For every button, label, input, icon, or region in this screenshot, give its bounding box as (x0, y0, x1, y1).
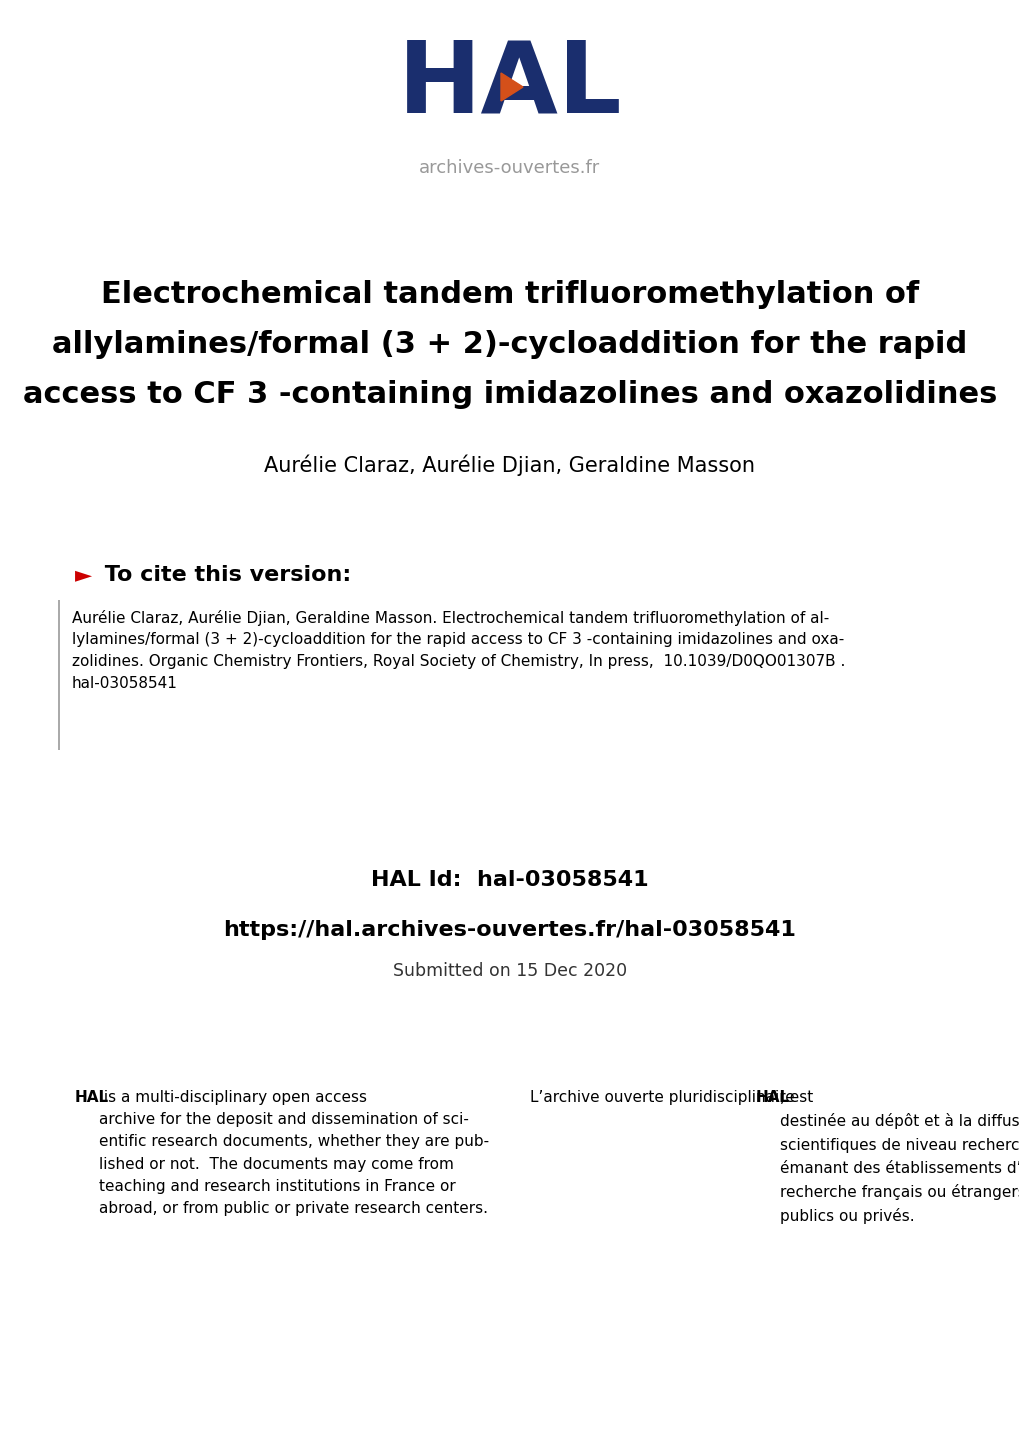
Text: Aurélie Claraz, Aurélie Djian, Geraldine Masson: Aurélie Claraz, Aurélie Djian, Geraldine… (264, 456, 755, 476)
Text: , est
destinée au dépôt et à la diffusion de documents
scientifiques de niveau r: , est destinée au dépôt et à la diffusio… (779, 1090, 1019, 1224)
Text: HAL: HAL (75, 1090, 109, 1105)
Text: Electrochemical tandem trifluoromethylation of: Electrochemical tandem trifluoromethylat… (101, 280, 918, 309)
Text: lylamines/formal (3 + 2)-cycloaddition for the rapid access to CF 3 -containing : lylamines/formal (3 + 2)-cycloaddition f… (72, 632, 844, 647)
FancyBboxPatch shape (58, 600, 60, 750)
Text: access to CF 3 -containing imidazolines and oxazolidines: access to CF 3 -containing imidazolines … (22, 381, 997, 410)
Text: hal-03058541: hal-03058541 (72, 676, 177, 691)
Text: HAL Id:  hal-03058541: HAL Id: hal-03058541 (371, 870, 648, 890)
Text: is a multi-disciplinary open access
archive for the deposit and dissemination of: is a multi-disciplinary open access arch… (99, 1090, 489, 1216)
Text: zolidines. Organic Chemistry Frontiers, Royal Society of Chemistry, In press,  1: zolidines. Organic Chemistry Frontiers, … (72, 655, 845, 669)
Text: HAL: HAL (397, 36, 622, 134)
Polygon shape (500, 74, 523, 101)
Text: L’archive ouverte pluridisciplinaire: L’archive ouverte pluridisciplinaire (530, 1090, 799, 1105)
Text: Aurélie Claraz, Aurélie Djian, Geraldine Masson. Electrochemical tandem trifluor: Aurélie Claraz, Aurélie Djian, Geraldine… (72, 610, 828, 626)
Text: To cite this version:: To cite this version: (97, 565, 351, 585)
Text: Submitted on 15 Dec 2020: Submitted on 15 Dec 2020 (392, 962, 627, 981)
Text: https://hal.archives-ouvertes.fr/hal-03058541: https://hal.archives-ouvertes.fr/hal-030… (223, 920, 796, 940)
Text: allylamines/formal (3 + 2)-cycloaddition for the rapid: allylamines/formal (3 + 2)-cycloaddition… (52, 330, 967, 359)
Text: HAL: HAL (755, 1090, 789, 1105)
Text: archives-ouvertes.fr: archives-ouvertes.fr (419, 159, 600, 177)
Text: ►: ► (75, 565, 92, 585)
